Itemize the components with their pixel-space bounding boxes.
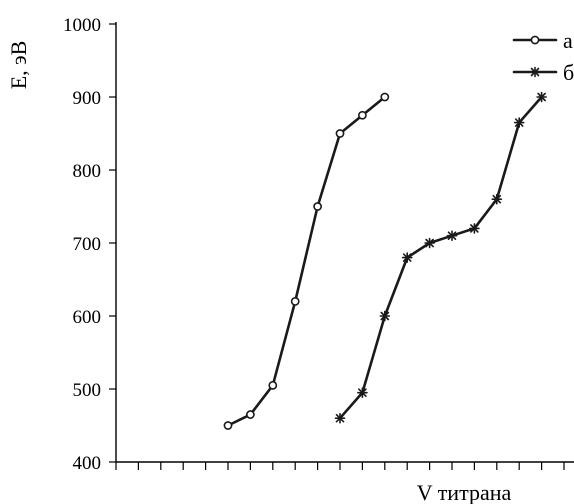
legend-label: а <box>563 28 573 53</box>
axes <box>109 22 574 470</box>
data-point-star <box>334 412 346 424</box>
data-point-star <box>446 230 458 241</box>
data-point-star <box>424 237 435 249</box>
series-line <box>226 95 387 427</box>
data-point-star <box>536 91 547 103</box>
plot-area <box>223 91 547 430</box>
y-tick-label: 400 <box>73 453 102 474</box>
data-point-star <box>357 387 368 398</box>
data-point-circle <box>380 92 390 102</box>
legend-item: б <box>512 60 574 85</box>
data-point-circle <box>290 296 300 306</box>
data-point-circle <box>223 421 233 430</box>
data-point-star <box>379 310 391 322</box>
y-tick-label: 700 <box>73 234 102 255</box>
y-tick-label: 900 <box>73 88 102 109</box>
legend-label: б <box>563 60 574 85</box>
series-b <box>334 91 547 424</box>
data-point-circle <box>335 129 345 138</box>
y-tick-label: 1000 <box>63 15 101 36</box>
data-point-circle <box>268 380 278 390</box>
y-axis-title: E, эВ <box>6 41 31 90</box>
data-point-star <box>401 252 413 263</box>
data-point-circle <box>313 202 322 211</box>
data-point-circle <box>357 110 367 120</box>
legend-item: а <box>512 28 573 53</box>
data-point-circle <box>530 35 540 45</box>
data-point-star <box>469 223 480 234</box>
y-tick-label: 800 <box>73 161 102 182</box>
y-tick-labels: 400 500 600 700 800 900 1000 <box>63 15 101 474</box>
data-point-circle <box>245 410 255 419</box>
y-tick-label: 500 <box>73 380 102 401</box>
series-line <box>338 95 543 420</box>
data-point-star <box>513 117 525 128</box>
x-axis-title: V титрана <box>417 480 512 504</box>
data-point-star <box>491 193 503 205</box>
series-a <box>223 92 390 430</box>
y-tick-label: 600 <box>73 307 102 328</box>
legend: аб <box>512 28 574 85</box>
data-point-star <box>529 66 541 78</box>
